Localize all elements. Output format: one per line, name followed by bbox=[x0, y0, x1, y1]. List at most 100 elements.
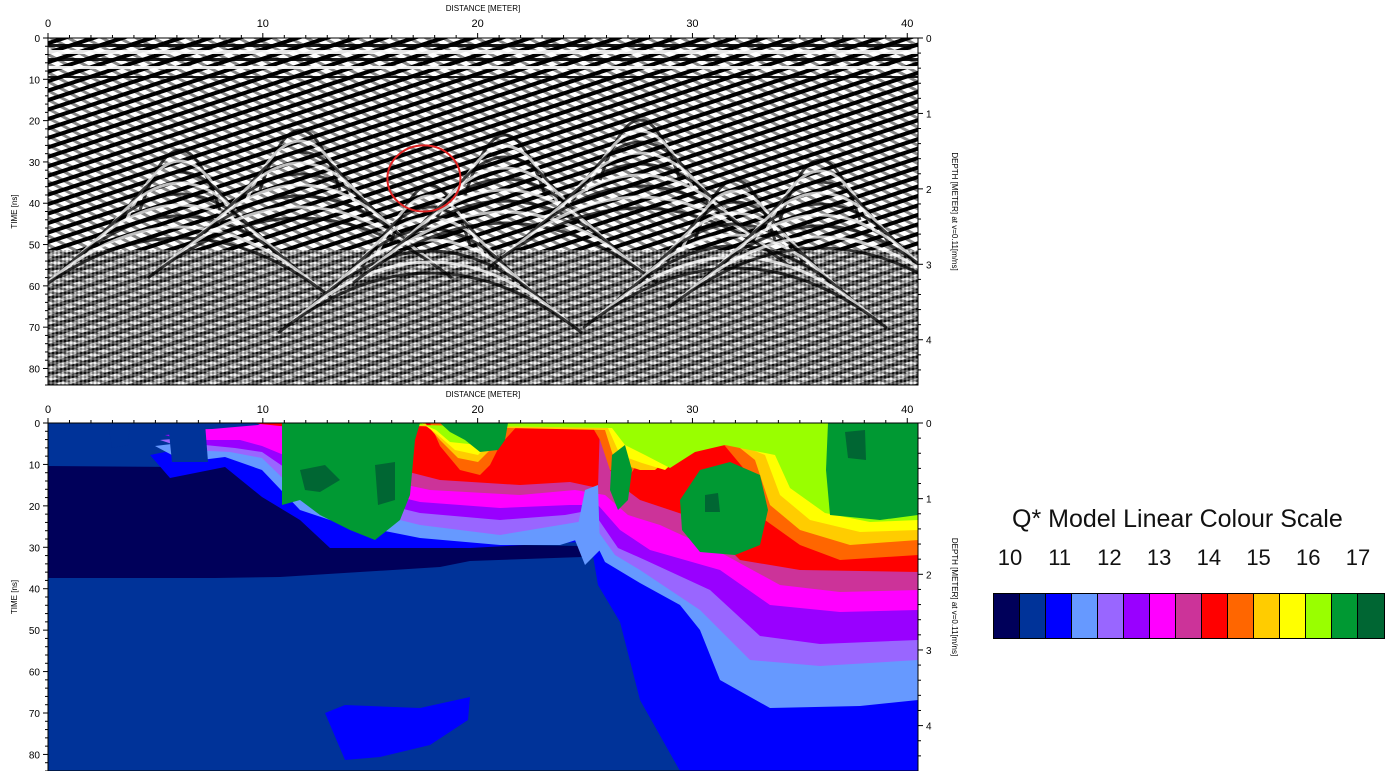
y2-tick-label: 1 bbox=[926, 495, 932, 506]
radargram-hyperbola bbox=[277, 271, 583, 335]
y-tick-label: 50 bbox=[29, 626, 41, 637]
legend-tick-label: 13 bbox=[1146, 545, 1172, 570]
legend-colour-cell bbox=[1202, 594, 1228, 638]
radargram-image bbox=[48, 38, 918, 385]
radargram-hyperbola bbox=[352, 221, 658, 285]
radargram-surface-band bbox=[48, 76, 918, 78]
q-model-panel: DISTANCE [METER] 0 10 20 30 40 TIME [ns] 0 10 20 3… bbox=[10, 390, 959, 771]
y2-axis-title: DEPTH [METER] at v=0.11[m/ns] bbox=[950, 538, 959, 656]
legend-colour-cell bbox=[1332, 594, 1358, 638]
legend-colour-cell bbox=[1098, 594, 1124, 638]
x-tick-label: 20 bbox=[472, 404, 484, 416]
x-tick-label: 30 bbox=[686, 18, 698, 30]
y-tick-label: 80 bbox=[29, 364, 41, 375]
y-tick-label: 40 bbox=[29, 199, 41, 210]
y-tick-label: 0 bbox=[34, 34, 40, 45]
radargram-hyperbola bbox=[393, 188, 617, 252]
radargram-hyperbola bbox=[366, 210, 644, 274]
y2-tick-label: 2 bbox=[926, 570, 932, 581]
legend-colour-cell bbox=[994, 594, 1020, 638]
radargram-hyperbola bbox=[694, 224, 918, 288]
radargram-hyperbola bbox=[722, 202, 918, 265]
y2-tick-label: 4 bbox=[926, 722, 932, 733]
radargram-hyperbola bbox=[318, 238, 542, 302]
radargram-hyperbola bbox=[161, 205, 439, 269]
radargram-hyperbola bbox=[637, 222, 833, 285]
legend-colour-cell bbox=[1358, 594, 1384, 638]
legend-colour-cell bbox=[1150, 594, 1176, 638]
x-axis-title: DISTANCE [METER] bbox=[446, 390, 521, 399]
x-tick-label: 10 bbox=[257, 404, 269, 416]
legend-colour-cell bbox=[1124, 594, 1150, 638]
radargram-hyperbola bbox=[623, 233, 847, 297]
legend-colour-cell bbox=[1228, 594, 1254, 638]
legend-tick-label: 12 bbox=[1097, 545, 1122, 570]
y-tick-label: 80 bbox=[29, 750, 41, 761]
radargram-hyperbola bbox=[667, 246, 918, 310]
legend-title: Q* Model Linear Colour Scale bbox=[1012, 505, 1343, 533]
radargram-hyperbola bbox=[48, 236, 333, 300]
radargram-hyperbola bbox=[501, 195, 779, 259]
y2-tick-label: 1 bbox=[926, 109, 932, 120]
radargram-hyperbola bbox=[68, 203, 292, 267]
anomaly-highlight-circle bbox=[386, 144, 462, 213]
y-axis-title: TIME [ns] bbox=[10, 580, 19, 614]
radargram-surface-band bbox=[48, 66, 918, 69]
y-tick-label: 60 bbox=[29, 282, 41, 293]
legend-colour-cell bbox=[1072, 594, 1098, 638]
legend-tick-label: 11 bbox=[1048, 545, 1072, 570]
radargram-hyperbola bbox=[514, 184, 766, 248]
y-tick-label: 20 bbox=[29, 117, 41, 128]
radargram-hyperbola bbox=[379, 199, 631, 263]
q-model-contours bbox=[48, 423, 918, 771]
y2-tick-label: 0 bbox=[926, 34, 932, 45]
y-tick-label: 70 bbox=[29, 323, 41, 334]
legend-colour-cell bbox=[1046, 594, 1072, 638]
radargram-surface-band bbox=[48, 58, 918, 61]
x-tick-label: 0 bbox=[45, 404, 51, 416]
x-tick-label: 40 bbox=[901, 404, 913, 416]
legend-tick-label: 15 bbox=[1246, 545, 1271, 570]
legend-colour-bar bbox=[993, 593, 1385, 639]
radargram-hyperbola bbox=[174, 194, 426, 258]
legend-tick-label: 10 bbox=[997, 545, 1023, 570]
radargram-hyperbola bbox=[708, 213, 918, 277]
y2-tick-label: 4 bbox=[926, 336, 932, 347]
y-tick-label: 30 bbox=[29, 158, 41, 169]
y-tick-label: 40 bbox=[29, 585, 41, 596]
x-tick-label: 40 bbox=[901, 18, 913, 30]
radargram-hyperbola bbox=[681, 235, 918, 299]
y-tick-label: 10 bbox=[29, 75, 41, 86]
legend-colour-cell bbox=[1306, 594, 1332, 638]
y-tick-label: 10 bbox=[29, 460, 41, 471]
radargram-hyperbola bbox=[528, 173, 752, 237]
y2-tick-label: 3 bbox=[926, 260, 932, 271]
legend-colour-cell bbox=[1176, 594, 1202, 638]
legend-tick-label: 14 bbox=[1196, 545, 1222, 570]
x-tick-label: 0 bbox=[45, 18, 51, 30]
radargram-hyperbola bbox=[202, 172, 398, 235]
x-axis-title: DISTANCE [METER] bbox=[446, 4, 521, 13]
y2-tick-label: 2 bbox=[926, 185, 932, 196]
radargram-hyperbola bbox=[188, 183, 412, 247]
x-tick-label: 30 bbox=[686, 404, 698, 416]
legend-colour-cell bbox=[1020, 594, 1046, 638]
y-tick-label: 50 bbox=[29, 241, 41, 252]
y-tick-label: 70 bbox=[29, 709, 41, 720]
legend-tick-labels: 10 11 12 13 14 15 16 17 bbox=[990, 545, 1390, 575]
y-tick-label: 30 bbox=[29, 543, 41, 554]
radargram-hyperbola bbox=[304, 249, 556, 313]
y-tick-label: 20 bbox=[29, 502, 41, 513]
y-axis-title: TIME [ns] bbox=[10, 194, 19, 228]
y-tick-label: 0 bbox=[34, 419, 40, 430]
radargram-hyperbola bbox=[291, 260, 569, 324]
radargram-surface-band bbox=[48, 50, 918, 54]
legend-tick-label: 16 bbox=[1296, 545, 1321, 570]
radargram-hyperbola bbox=[54, 214, 306, 278]
radargram-hyperbola bbox=[407, 177, 603, 240]
radargram-hyperbola bbox=[542, 162, 738, 225]
radargram-hyperbola bbox=[48, 225, 319, 289]
x-tick-label: 10 bbox=[257, 18, 269, 30]
y2-axis-title: DEPTH [METER] at v=0.11[m/ns] bbox=[950, 152, 959, 270]
